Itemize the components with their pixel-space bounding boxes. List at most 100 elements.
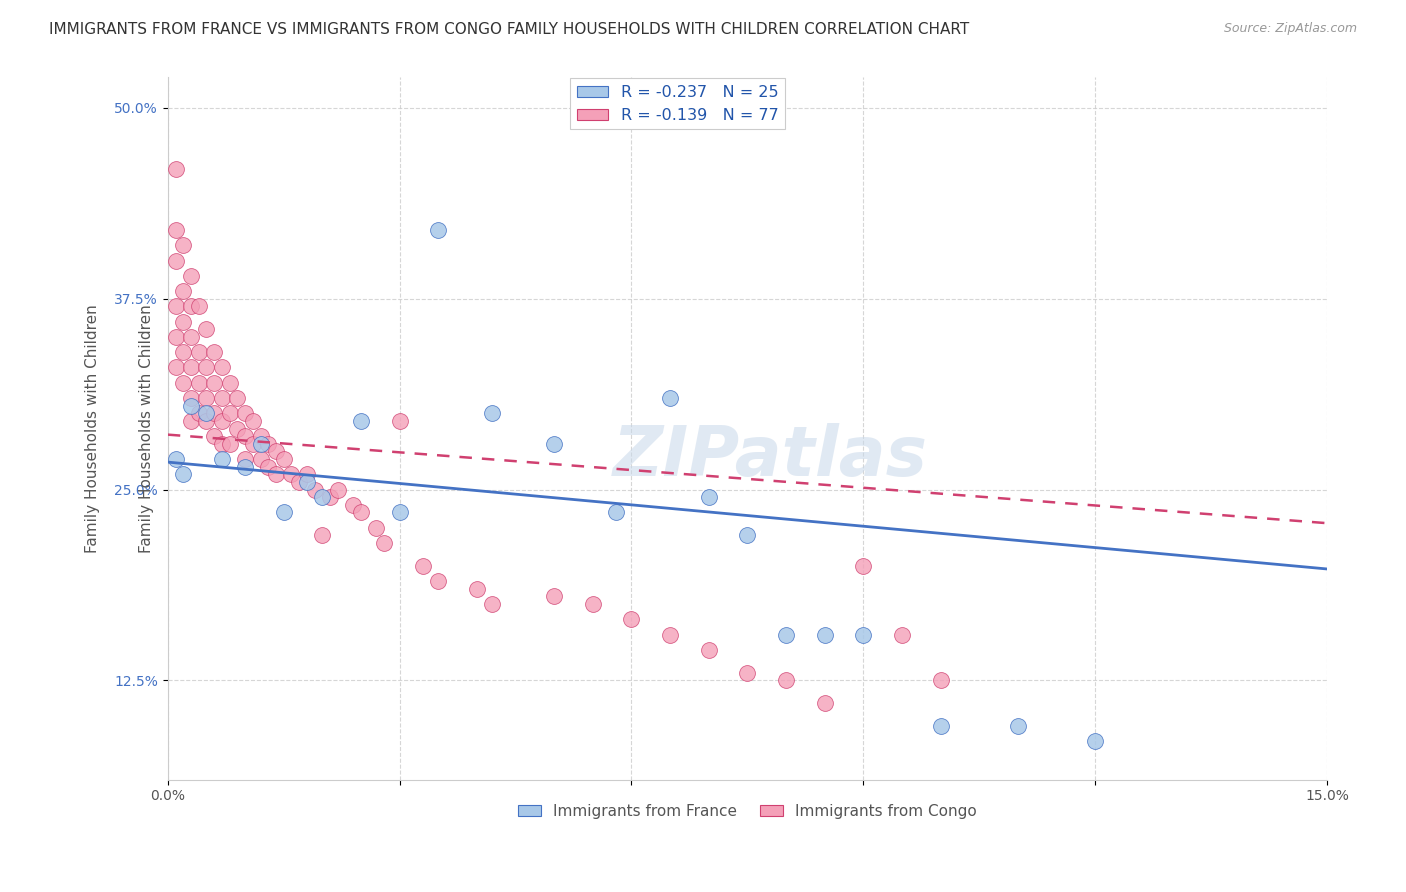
Point xyxy=(373,536,395,550)
Point xyxy=(1084,734,1107,748)
Point xyxy=(218,406,240,420)
Point xyxy=(273,506,295,520)
Point xyxy=(187,345,209,359)
Point xyxy=(388,506,411,520)
Point xyxy=(187,376,209,390)
Point xyxy=(273,452,295,467)
Point xyxy=(304,483,326,497)
Point xyxy=(211,437,233,451)
Point xyxy=(233,406,256,420)
Point xyxy=(737,528,759,542)
Point xyxy=(187,406,209,420)
Point xyxy=(659,391,682,405)
Point xyxy=(180,414,202,428)
Point xyxy=(264,467,287,482)
Point xyxy=(605,506,627,520)
Point xyxy=(697,643,720,657)
Point xyxy=(180,268,202,283)
Point xyxy=(427,574,450,589)
Point xyxy=(218,376,240,390)
Point xyxy=(165,330,187,344)
Point xyxy=(242,414,264,428)
Point xyxy=(295,475,318,489)
Point xyxy=(172,238,194,252)
Point xyxy=(890,627,912,641)
Point xyxy=(852,627,875,641)
Point xyxy=(295,467,318,482)
Point xyxy=(180,330,202,344)
Point xyxy=(257,459,280,474)
Point xyxy=(180,391,202,405)
Point xyxy=(180,360,202,375)
Point xyxy=(311,528,333,542)
Point xyxy=(775,627,797,641)
Point xyxy=(929,719,952,733)
Point xyxy=(311,490,333,504)
Point xyxy=(852,558,875,573)
Point xyxy=(172,315,194,329)
Point xyxy=(195,322,218,336)
Point xyxy=(388,414,411,428)
Point xyxy=(342,498,364,512)
Point xyxy=(233,452,256,467)
Legend: Immigrants from France, Immigrants from Congo: Immigrants from France, Immigrants from … xyxy=(512,797,983,824)
Point xyxy=(350,506,373,520)
Point xyxy=(202,345,225,359)
Point xyxy=(195,406,218,420)
Point xyxy=(366,521,388,535)
Point xyxy=(280,467,302,482)
Point xyxy=(620,612,643,626)
Point xyxy=(813,696,835,710)
Point xyxy=(165,452,187,467)
Point xyxy=(427,223,450,237)
Point xyxy=(226,421,249,435)
Point xyxy=(543,437,565,451)
Point xyxy=(813,627,835,641)
Point xyxy=(180,399,202,413)
Point xyxy=(202,406,225,420)
Text: ZIPatlas: ZIPatlas xyxy=(613,423,928,490)
Point xyxy=(195,391,218,405)
Point xyxy=(233,459,256,474)
Point xyxy=(202,429,225,443)
Point xyxy=(226,391,249,405)
Point xyxy=(481,597,503,611)
Point xyxy=(737,665,759,680)
Point xyxy=(172,345,194,359)
Point xyxy=(233,429,256,443)
Point xyxy=(264,444,287,458)
Point xyxy=(195,414,218,428)
Point xyxy=(412,558,434,573)
Point xyxy=(211,391,233,405)
Point xyxy=(249,437,271,451)
Text: Source: ZipAtlas.com: Source: ZipAtlas.com xyxy=(1223,22,1357,36)
Point xyxy=(465,582,488,596)
Point xyxy=(187,300,209,314)
Point xyxy=(202,376,225,390)
Point xyxy=(775,673,797,688)
Point xyxy=(211,452,233,467)
Point xyxy=(481,406,503,420)
Y-axis label: Family Households with Children: Family Households with Children xyxy=(86,304,100,553)
Point xyxy=(326,483,349,497)
Point xyxy=(288,475,311,489)
Point xyxy=(165,360,187,375)
Y-axis label: Family Households with Children: Family Households with Children xyxy=(139,304,153,553)
Point xyxy=(319,490,342,504)
Point xyxy=(165,223,187,237)
Point xyxy=(249,429,271,443)
Point xyxy=(659,627,682,641)
Point xyxy=(172,284,194,298)
Point xyxy=(257,437,280,451)
Point xyxy=(1007,719,1029,733)
Point xyxy=(195,360,218,375)
Text: IMMIGRANTS FROM FRANCE VS IMMIGRANTS FROM CONGO FAMILY HOUSEHOLDS WITH CHILDREN : IMMIGRANTS FROM FRANCE VS IMMIGRANTS FRO… xyxy=(49,22,970,37)
Point xyxy=(582,597,605,611)
Point xyxy=(249,452,271,467)
Point xyxy=(543,590,565,604)
Point xyxy=(165,253,187,268)
Point xyxy=(211,360,233,375)
Point xyxy=(697,490,720,504)
Point xyxy=(172,467,194,482)
Point xyxy=(211,414,233,428)
